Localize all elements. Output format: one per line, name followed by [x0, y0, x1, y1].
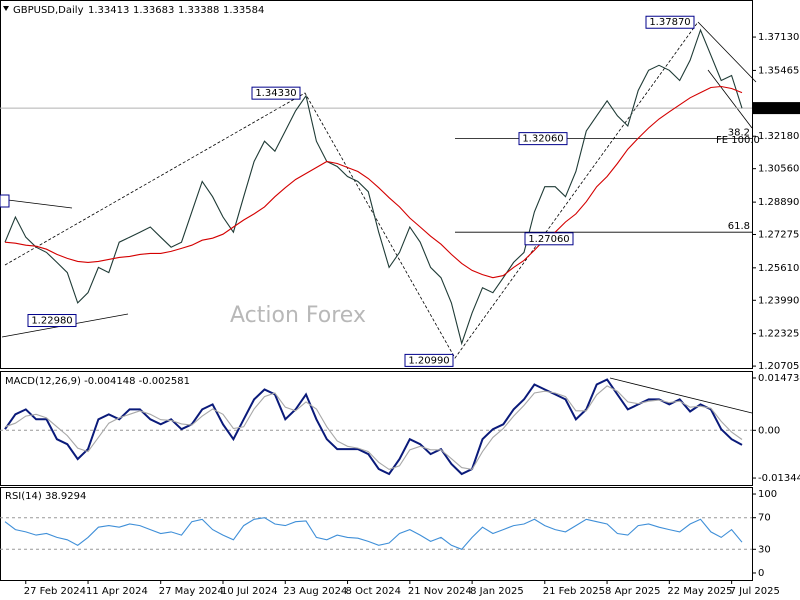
price-label-box	[27, 314, 77, 328]
price-label-box	[645, 15, 695, 29]
zigzag-line	[4, 21, 699, 359]
x-tick-label: 21 Nov 2024	[408, 586, 472, 597]
x-tick-label: 8 Jan 2025	[470, 586, 524, 597]
ohlc-close: 1.33584	[223, 5, 264, 16]
x-tick-label: 22 May 2025	[667, 586, 732, 597]
indicator-line	[4, 378, 743, 476]
ohlc-open: 1.33413	[88, 5, 129, 16]
macd-panel-frame	[0, 371, 753, 486]
price-label: 1.34330	[255, 88, 296, 99]
cut-label-box	[0, 194, 10, 208]
rsi-panel-frame	[0, 487, 753, 581]
x-tick-label: 27 May 2024	[159, 586, 224, 597]
ohlc-low: 1.33388	[178, 5, 219, 16]
header-icon	[3, 6, 9, 11]
macd-title: MACD(12,26,9) -0.004148 -0.002581	[5, 376, 190, 387]
fe-label: FE 100.0	[716, 135, 760, 146]
y-tick-label: 70	[758, 513, 771, 524]
y-tick-label: 100	[758, 489, 777, 500]
price-label: 1.37870	[649, 17, 690, 28]
y-tick-label: 1.35465	[758, 65, 799, 76]
price-label-box	[404, 353, 454, 367]
x-tick-label: 10 Jul 2024	[221, 586, 278, 597]
price-label-box	[518, 132, 568, 146]
price-panel-frame	[0, 0, 753, 369]
y-tick-label: 1.30560	[758, 164, 799, 175]
watermark: Action Forex	[230, 303, 366, 328]
x-tick-label: 8 Apr 2025	[605, 586, 660, 597]
ohlc-high: 1.33683	[133, 5, 174, 16]
y-tick-label: 1.22325	[758, 329, 799, 340]
rsi-title: RSI(14) 38.9294	[5, 491, 86, 502]
y-tick-label: 1.32180	[758, 131, 799, 142]
x-tick-label: 27 Feb 2024	[24, 586, 86, 597]
y-tick-label: 1.27275	[758, 229, 799, 240]
price-label: 1.22980	[31, 316, 72, 327]
y-tick-label: 1.37130	[758, 32, 799, 43]
y-tick-label: 1.20705	[758, 361, 799, 372]
y-tick-label: 0	[758, 568, 764, 579]
last-price-label: 1.33584	[758, 103, 799, 114]
x-tick-label: 11 Apr 2024	[86, 586, 148, 597]
trend-line	[697, 21, 757, 83]
trend-line	[7, 199, 73, 209]
fib-label: 61.8	[728, 221, 750, 232]
indicator-line	[4, 85, 743, 279]
indicator-line	[4, 517, 743, 550]
x-tick-label: 8 Oct 2024	[346, 586, 401, 597]
indicator-line	[4, 385, 743, 471]
price-label: 1.32060	[522, 134, 563, 145]
y-tick-label: 1.28890	[758, 197, 799, 208]
y-tick-label: 1.25610	[758, 263, 799, 274]
trend-line	[609, 377, 753, 414]
trend-line	[707, 69, 753, 129]
y-tick-label: 30	[758, 544, 771, 555]
y-tick-label: 0.014734	[758, 373, 800, 384]
y-tick-label: 0.00	[758, 425, 780, 436]
y-tick-label: -0.013442	[758, 473, 800, 484]
x-tick-label: 21 Feb 2025	[543, 586, 605, 597]
price-label-box	[251, 86, 301, 100]
price-label: 1.20990	[408, 355, 449, 366]
x-tick-label: 7 Jul 2025	[730, 586, 780, 597]
x-tick-label: 23 Aug 2024	[283, 586, 347, 597]
price-label-box	[524, 232, 574, 246]
price-label: 1.27060	[528, 234, 569, 245]
symbol: GBPUSD,Daily	[13, 5, 84, 16]
last-price-box	[752, 102, 800, 115]
header: GBPUSD,Daily 1.33413 1.33683 1.33388 1.3…	[3, 5, 264, 16]
fib-label: 38.2	[728, 128, 750, 139]
price-line	[4, 28, 743, 346]
y-tick-label: 1.23990	[758, 295, 799, 306]
